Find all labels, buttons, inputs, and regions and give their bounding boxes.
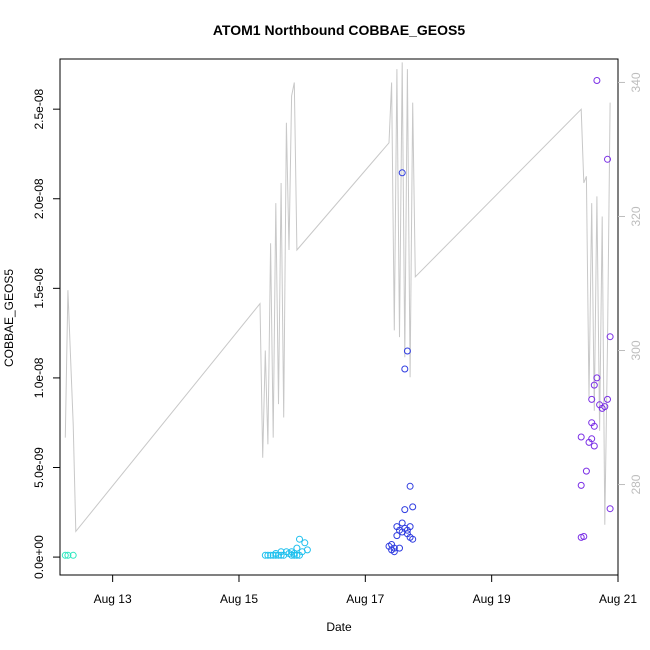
- y-tick-label: 1.0e-08: [32, 357, 46, 398]
- data-point: [390, 548, 398, 556]
- data-point: [61, 551, 69, 559]
- plot-frame: [59, 58, 619, 576]
- data-point: [580, 533, 588, 540]
- data-point: [401, 506, 409, 514]
- data-point: [290, 551, 298, 559]
- x-tick-label: Aug 17: [346, 592, 384, 606]
- data-point: [601, 403, 609, 411]
- y-tick-label: 2.5e-08: [32, 88, 46, 129]
- data-point: [577, 433, 585, 441]
- x-tick-label: Aug 15: [220, 592, 258, 606]
- data-point: [396, 544, 403, 552]
- data-point: [406, 523, 414, 531]
- data-point: [588, 435, 596, 443]
- data-point: [277, 548, 285, 556]
- data-point: [303, 546, 311, 554]
- data-point: [301, 539, 309, 547]
- data-point: [593, 77, 601, 84]
- y2-axis: 280 300 320 340: [618, 72, 643, 495]
- data-point: [261, 551, 269, 559]
- data-point: [293, 551, 301, 559]
- data-point: [401, 365, 409, 373]
- y-tick-label: 5.0e-09: [32, 447, 46, 488]
- y-axis-label: COBBAE_GEOS5: [2, 269, 16, 367]
- data-point: [293, 544, 301, 552]
- y-tick-label: 0.0e+00: [32, 535, 46, 579]
- x-tick-label: Aug 21: [599, 592, 637, 606]
- data-point: [590, 422, 598, 430]
- x-axis-label: Date: [326, 620, 352, 634]
- data-point: [582, 467, 590, 475]
- data-point: [588, 395, 596, 403]
- y2-tick-label: 320: [629, 206, 643, 226]
- data-point: [398, 169, 406, 177]
- x-tick-label: Aug 13: [94, 592, 132, 606]
- data-point: [604, 155, 611, 163]
- y2-tick-label: 280: [629, 474, 643, 494]
- x-tick-label: Aug 19: [473, 592, 511, 606]
- data-point: [409, 535, 417, 543]
- data-point: [64, 551, 72, 559]
- data-point: [593, 374, 601, 382]
- data-point: [296, 535, 303, 543]
- data-point: [606, 333, 614, 341]
- data-point: [409, 503, 417, 511]
- data-point: [406, 482, 414, 490]
- data-point: [390, 544, 398, 552]
- chart-title: ATOM1 Northbound COBBAE_GEOS5: [213, 22, 465, 38]
- data-point: [69, 551, 77, 559]
- y-axis: 0.0e+00 5.0e-09 1.0e-08 1.5e-08 2.0e-08 2.5e-…: [32, 88, 60, 579]
- data-point: [606, 505, 614, 513]
- points-layer: [61, 77, 614, 559]
- data-point: [590, 442, 598, 450]
- data-point: [577, 481, 585, 489]
- data-point: [604, 395, 611, 403]
- data-point: [403, 347, 411, 355]
- y2-tick-label: 300: [629, 340, 643, 360]
- data-point: [264, 551, 272, 559]
- temperature-line: [64, 62, 611, 533]
- data-point: [398, 519, 406, 527]
- data-point: [590, 381, 598, 389]
- y2-tick-label: 340: [629, 72, 643, 92]
- data-point: [393, 532, 401, 540]
- y-tick-label: 2.0e-08: [32, 178, 46, 219]
- line-layer: [64, 62, 611, 533]
- x-axis: Aug 13 Aug 15 Aug 17 Aug 19 Aug 21: [94, 575, 637, 606]
- y-tick-label: 1.5e-08: [32, 268, 46, 309]
